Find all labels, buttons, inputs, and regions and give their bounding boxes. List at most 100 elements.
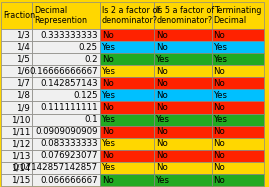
Bar (1, 53, 32, 65)
Bar (32, 89, 100, 102)
Bar (32, 29, 100, 41)
Bar (212, 150, 264, 162)
Bar (154, 126, 212, 138)
Text: No: No (214, 176, 225, 185)
Bar (212, 65, 264, 77)
Text: Yes: Yes (214, 55, 228, 64)
Bar (154, 150, 212, 162)
Bar (154, 114, 212, 126)
Text: Terminating
Decimal: Terminating Decimal (214, 6, 261, 25)
Text: Yes: Yes (102, 163, 116, 172)
Bar (154, 89, 212, 102)
Text: No: No (102, 127, 114, 136)
Bar (154, 138, 212, 150)
Text: No: No (214, 127, 225, 136)
Text: Is 5 a factor of
denominator?: Is 5 a factor of denominator? (156, 6, 215, 25)
Bar (212, 102, 264, 114)
Bar (1, 2, 32, 29)
Bar (1, 162, 32, 174)
Text: No: No (156, 151, 168, 160)
Text: Yes: Yes (214, 43, 228, 52)
Text: 1/6: 1/6 (16, 67, 30, 76)
Text: 0.0909090909: 0.0909090909 (36, 127, 98, 136)
Text: Yes: Yes (102, 139, 116, 148)
Bar (1, 41, 32, 53)
Bar (100, 162, 154, 174)
Text: 1/13: 1/13 (11, 151, 30, 160)
Bar (100, 2, 154, 29)
Bar (212, 126, 264, 138)
Bar (154, 174, 212, 186)
Bar (154, 53, 212, 65)
Text: 1/12: 1/12 (11, 139, 30, 148)
Bar (100, 150, 154, 162)
Text: 0.125: 0.125 (73, 91, 98, 100)
Bar (100, 53, 154, 65)
Text: No: No (102, 30, 114, 39)
Bar (1, 150, 32, 162)
Bar (32, 174, 100, 186)
Text: No: No (214, 163, 225, 172)
Bar (100, 126, 154, 138)
Text: Yes: Yes (156, 115, 170, 124)
Bar (1, 65, 32, 77)
Bar (212, 138, 264, 150)
Text: Yes: Yes (102, 43, 116, 52)
Text: 1/10: 1/10 (11, 115, 30, 124)
Text: 0.07142857142857: 0.07142857142857 (13, 163, 98, 172)
Text: No: No (102, 79, 114, 88)
Text: No: No (214, 30, 225, 39)
Text: No: No (156, 139, 168, 148)
Text: 0.1: 0.1 (84, 115, 98, 124)
Bar (212, 114, 264, 126)
Bar (32, 2, 100, 29)
Bar (100, 138, 154, 150)
Bar (212, 2, 264, 29)
Bar (32, 102, 100, 114)
Bar (154, 29, 212, 41)
Bar (1, 29, 32, 41)
Bar (1, 114, 32, 126)
Text: No: No (214, 151, 225, 160)
Bar (154, 102, 212, 114)
Bar (154, 77, 212, 89)
Bar (212, 53, 264, 65)
Text: 0.25: 0.25 (79, 43, 98, 52)
Text: 1/8: 1/8 (16, 91, 30, 100)
Bar (100, 114, 154, 126)
Bar (32, 138, 100, 150)
Bar (1, 174, 32, 186)
Bar (32, 53, 100, 65)
Text: No: No (156, 91, 168, 100)
Text: No: No (102, 176, 114, 185)
Bar (154, 162, 212, 174)
Text: 0.16666666667: 0.16666666667 (29, 67, 98, 76)
Bar (100, 41, 154, 53)
Bar (1, 77, 32, 89)
Text: 0.333333333: 0.333333333 (40, 30, 98, 39)
Bar (32, 114, 100, 126)
Text: 1/4: 1/4 (16, 43, 30, 52)
Bar (154, 65, 212, 77)
Text: 1/3: 1/3 (16, 30, 30, 39)
Text: No: No (214, 79, 225, 88)
Bar (1, 89, 32, 102)
Text: 1/9: 1/9 (16, 103, 30, 112)
Text: No: No (214, 103, 225, 112)
Text: No: No (156, 103, 168, 112)
Text: No: No (102, 103, 114, 112)
Text: Yes: Yes (156, 176, 170, 185)
Text: Decimal
Represention: Decimal Represention (34, 6, 87, 25)
Text: 1/11: 1/11 (11, 127, 30, 136)
Bar (212, 162, 264, 174)
Text: Yes: Yes (102, 67, 116, 76)
Bar (32, 126, 100, 138)
Text: Yes: Yes (156, 55, 170, 64)
Bar (212, 89, 264, 102)
Bar (100, 29, 154, 41)
Text: No: No (156, 163, 168, 172)
Text: 1/7: 1/7 (16, 79, 30, 88)
Text: 1/5: 1/5 (16, 55, 30, 64)
Text: No: No (102, 151, 114, 160)
Bar (1, 126, 32, 138)
